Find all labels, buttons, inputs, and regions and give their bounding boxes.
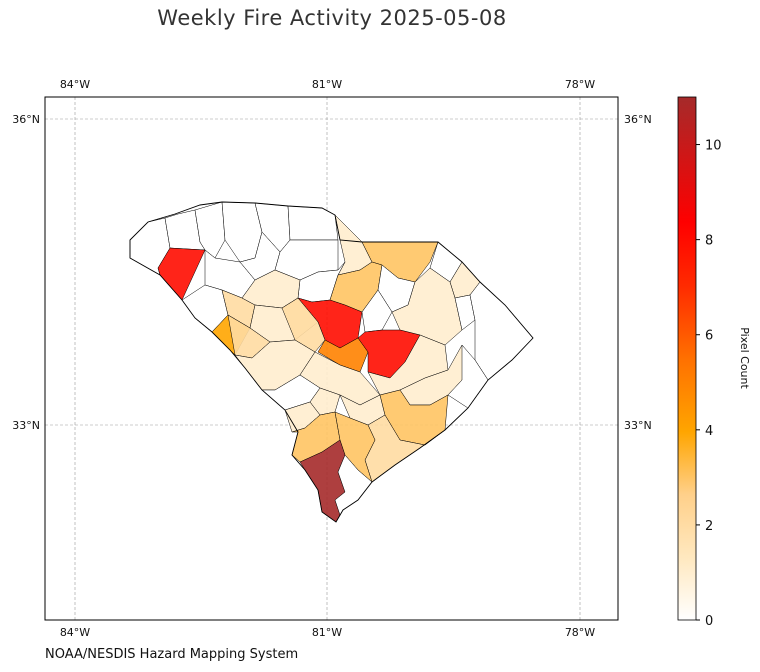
colorbar-tick-label: 10 — [705, 139, 722, 154]
colorbar-tick-label: 6 — [705, 329, 713, 344]
colorbar-label: Pixel Count — [738, 327, 751, 389]
colorbar-tick-label: 8 — [705, 234, 713, 249]
state-outline — [129, 201, 534, 523]
lat-tick-label-right: 33°N — [624, 419, 652, 432]
lon-tick-label-top: 81°W — [312, 78, 342, 91]
data-credit: NOAA/NESDIS Hazard Mapping System — [45, 647, 299, 662]
county-calhoun — [317, 337, 369, 373]
colorbar-tick-label: 0 — [705, 614, 713, 629]
lat-ticks: 36°N 33°N 36°N 33°N — [12, 113, 651, 432]
lon-ticks: 84°W 81°W 78°W 84°W 81°W 78°W — [60, 78, 595, 639]
lon-tick-label-top: 78°W — [565, 78, 595, 91]
lon-tick-label-bottom: 81°W — [312, 626, 342, 639]
lat-tick-label-left: 33°N — [12, 419, 40, 432]
colorbar-tick-label: 2 — [705, 519, 713, 534]
colorbar: 0 2 4 6 8 10 Pixel Count — [677, 96, 751, 629]
colorbar-tick-label: 4 — [705, 424, 713, 439]
map-frame — [44, 96, 619, 621]
county-lee — [361, 289, 393, 333]
county-york — [287, 205, 339, 241]
lon-tick-label-bottom: 84°W — [60, 626, 90, 639]
county-horry — [469, 281, 534, 381]
map-title: Weekly Fire Activity 2025-05-08 — [157, 6, 507, 30]
lon-tick-label-top: 84°W — [60, 78, 90, 91]
county-layer — [129, 201, 534, 523]
lon-tick-label-bottom: 78°W — [565, 626, 595, 639]
county-spartanburg — [221, 201, 263, 263]
colorbar-gradient — [677, 96, 697, 621]
lat-tick-label-right: 36°N — [624, 113, 652, 126]
lat-tick-label-left: 36°N — [12, 113, 40, 126]
